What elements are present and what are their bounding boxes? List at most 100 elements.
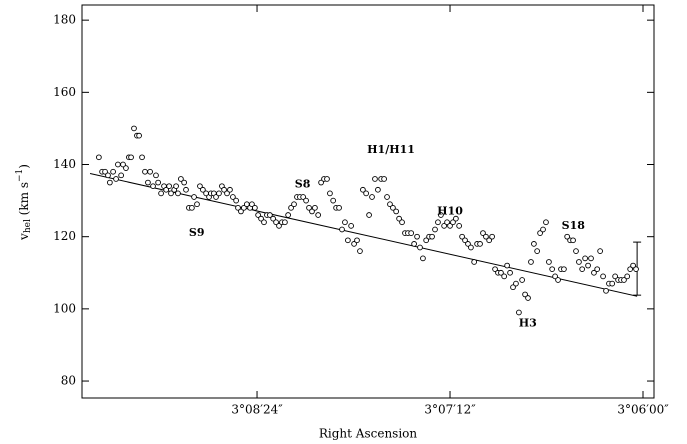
data-point	[549, 266, 555, 273]
data-point	[432, 226, 438, 233]
annotation: H1/H11	[367, 143, 415, 156]
data-point	[453, 215, 459, 222]
data-point	[429, 233, 435, 240]
data-point	[387, 201, 393, 208]
data-point	[168, 190, 174, 197]
data-point	[375, 186, 381, 193]
data-point	[102, 168, 108, 175]
data-point	[136, 132, 142, 139]
data-point	[372, 176, 378, 182]
data-point	[230, 194, 236, 200]
data-point	[459, 233, 465, 240]
data-point	[115, 161, 121, 168]
y-tick-label: 140	[53, 157, 76, 171]
x-tick-label: 3°08′24″	[231, 403, 283, 417]
data-point	[351, 241, 357, 247]
data-point	[150, 183, 156, 190]
data-point	[363, 190, 369, 197]
data-point	[498, 269, 504, 276]
data-point	[393, 208, 399, 215]
data-point	[255, 212, 261, 218]
data-point	[585, 262, 591, 269]
annotation: H10	[437, 204, 463, 217]
data-point	[191, 194, 197, 200]
data-point	[621, 277, 627, 283]
data-point	[528, 259, 534, 265]
data-point	[315, 212, 321, 218]
data-point	[456, 223, 462, 229]
data-point	[300, 194, 306, 200]
data-point	[163, 186, 170, 193]
y-tick-label: 120	[53, 229, 76, 243]
data-point	[534, 248, 540, 254]
data-point	[624, 273, 631, 280]
data-point	[261, 219, 267, 226]
data-point	[309, 208, 315, 215]
data-point	[123, 165, 129, 171]
data-point	[145, 179, 151, 186]
data-point	[249, 201, 255, 208]
data-point	[139, 154, 145, 161]
data-point	[531, 241, 537, 247]
data-point	[276, 223, 282, 229]
y-tick-label: 100	[53, 301, 76, 315]
data-point	[194, 201, 200, 208]
data-point	[155, 179, 161, 186]
data-point	[414, 233, 420, 240]
data-point	[450, 219, 456, 226]
data-point	[411, 241, 417, 247]
data-point	[468, 244, 474, 251]
data-point	[543, 219, 549, 226]
data-point	[96, 154, 102, 161]
data-point	[345, 237, 351, 244]
y-axis-label: vhel (km s−1)	[15, 164, 33, 241]
data-point	[330, 197, 337, 204]
data-point	[224, 190, 230, 197]
data-point	[166, 183, 172, 190]
data-point	[360, 186, 366, 193]
y-tick-label: 80	[61, 374, 76, 388]
data-point	[465, 241, 471, 247]
data-point	[303, 197, 309, 204]
data-point	[633, 266, 639, 273]
data-point	[579, 266, 586, 273]
data-point	[471, 259, 477, 265]
data-point	[318, 179, 324, 186]
y-label-sub: hel	[23, 219, 33, 233]
data-point	[390, 204, 396, 211]
data-point	[131, 125, 137, 132]
data-point	[555, 277, 561, 283]
data-point	[200, 186, 206, 193]
data-point	[441, 223, 447, 229]
data-point	[552, 273, 558, 280]
data-point	[603, 287, 609, 294]
data-point	[525, 295, 531, 301]
data-point	[324, 176, 330, 182]
data-point	[216, 190, 222, 197]
data-point	[273, 219, 279, 226]
data-point	[110, 168, 116, 175]
data-point	[576, 259, 582, 265]
data-point	[489, 233, 495, 240]
data-point	[522, 291, 528, 298]
data-point	[612, 273, 618, 280]
data-point	[366, 212, 372, 218]
data-point	[570, 237, 576, 244]
y-tick-label: 180	[53, 13, 76, 27]
data-point	[183, 186, 189, 193]
data-point	[252, 204, 258, 211]
annotation: S9	[189, 226, 205, 239]
data-point	[381, 176, 387, 182]
data-point	[546, 259, 552, 265]
data-point	[120, 161, 126, 168]
data-point	[462, 237, 468, 244]
data-point	[597, 248, 603, 254]
data-point	[147, 168, 153, 175]
data-point	[588, 255, 594, 262]
data-point	[510, 284, 516, 291]
data-point	[105, 172, 111, 179]
data-point	[582, 255, 588, 262]
data-point	[282, 219, 288, 226]
data-point	[291, 201, 297, 208]
